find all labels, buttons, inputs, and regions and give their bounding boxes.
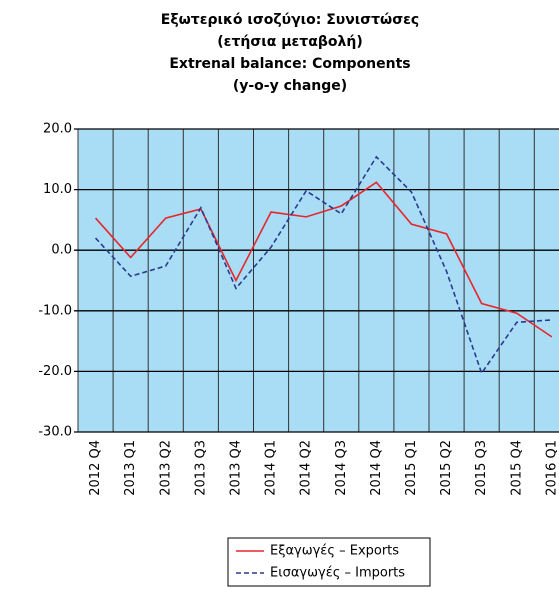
- x-tick-label: 2016 Q1: [544, 440, 559, 496]
- y-tick-label: 10.0: [43, 182, 72, 197]
- chart-title: (y-o-y change): [233, 78, 347, 94]
- plot-background: [78, 129, 559, 432]
- x-tick-label: 2015 Q3: [474, 440, 489, 496]
- legend-box: [227, 537, 431, 587]
- series-line: [94, 155, 552, 375]
- x-tick-label: 2013 Q2: [158, 440, 173, 496]
- legend-label: Εισαγωγές – Imports: [270, 566, 405, 581]
- x-tick-label: 2014 Q3: [334, 440, 349, 496]
- x-tick-label: 2013 Q1: [123, 440, 138, 496]
- chart-title: (ετήσια μεταβολή): [217, 34, 362, 50]
- y-tick-label: 0.0: [51, 243, 72, 258]
- x-tick-label: 2015 Q4: [509, 440, 524, 496]
- series-line: [94, 181, 553, 338]
- chart-title: Extrenal balance: Components: [169, 56, 410, 72]
- y-tick-label: -30.0: [38, 425, 72, 440]
- x-tick-label: 2014 Q4: [369, 440, 384, 496]
- x-tick-label: 2012 Q4: [88, 440, 103, 496]
- x-tick-label: 2014 Q1: [264, 440, 279, 496]
- x-tick-label: 2015 Q1: [404, 440, 419, 496]
- x-tick-label: 2014 Q2: [299, 440, 314, 496]
- y-tick-label: 20.0: [43, 122, 72, 137]
- x-tick-label: 2013 Q3: [193, 440, 208, 496]
- y-tick-label: -10.0: [38, 303, 72, 318]
- legend-label: Εξαγωγές – Exports: [270, 544, 399, 559]
- chart-title: Εξωτερικό ισοζύγιο: Συνιστώσες: [161, 12, 419, 28]
- x-tick-label: 2013 Q4: [228, 440, 243, 496]
- y-tick-label: -20.0: [38, 364, 72, 379]
- x-tick-label: 2015 Q2: [439, 440, 454, 496]
